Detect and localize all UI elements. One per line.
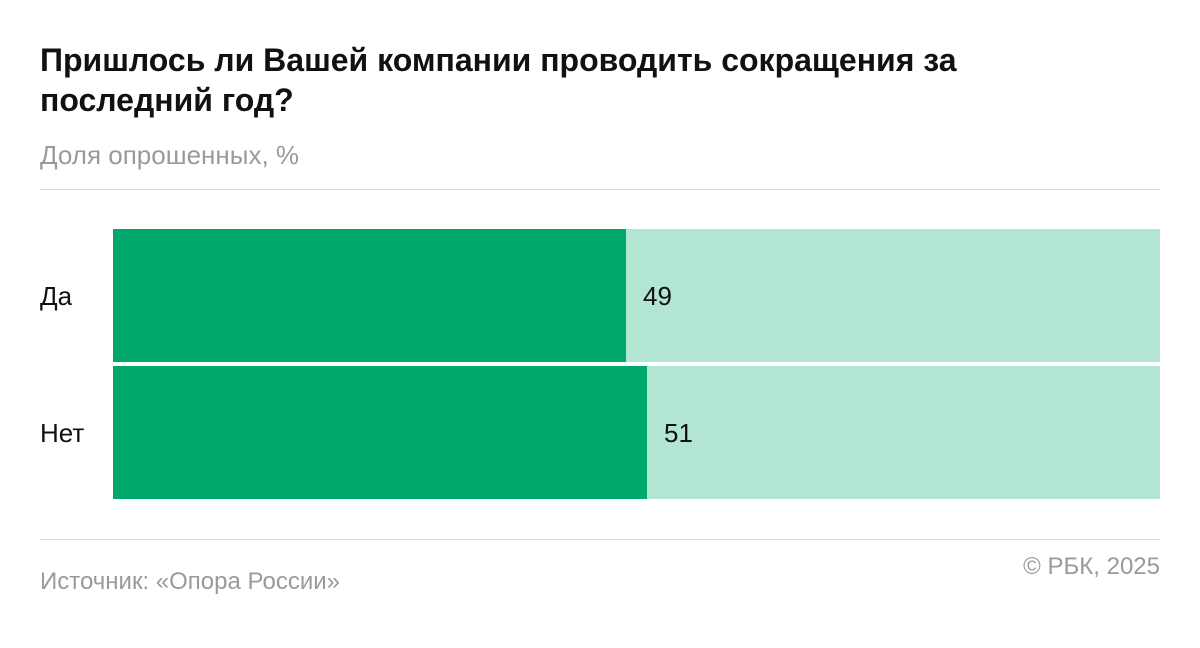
bar-row <box>113 366 1160 499</box>
copyright-note: © РБК, 2025 <box>1023 553 1160 580</box>
bottom-divider <box>40 539 1160 540</box>
bar-track <box>113 229 1160 362</box>
bar <box>113 229 626 362</box>
chart-title: Пришлось ли Вашей компании проводить сок… <box>40 42 957 118</box>
top-divider <box>40 189 1160 190</box>
data-label: 51 <box>664 417 693 448</box>
data-label: 49 <box>643 280 672 311</box>
bar <box>113 366 647 499</box>
category-label: Нет <box>40 417 85 448</box>
source-note: Источник: «Опора России» <box>40 568 340 595</box>
bar-row <box>113 229 1160 362</box>
bar-track <box>113 366 1160 499</box>
category-label: Да <box>40 280 73 311</box>
chart-subtitle: Доля опрошенных, % <box>40 140 300 170</box>
